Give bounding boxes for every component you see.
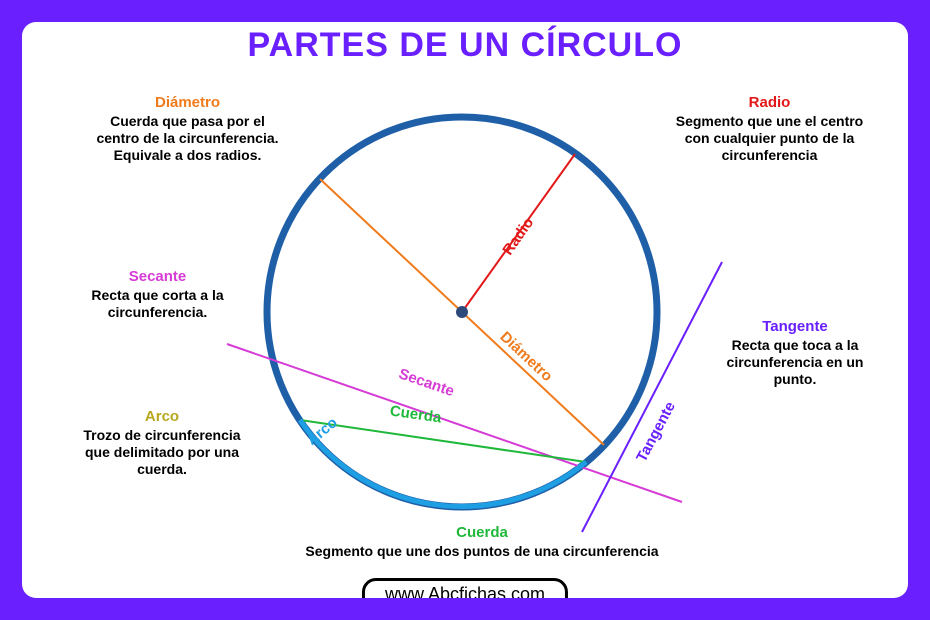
line-secante [227,344,682,502]
def-arco-text: Trozo de circunferencia que delimitado p… [77,427,247,477]
arc-highlight [300,420,586,506]
label-tangente: Tangente [633,399,679,465]
site-pill: www.Abcfichas.com [362,578,568,598]
def-secante: Secante Recta que corta a la circunferen… [70,268,245,321]
def-cuerda-text: Segmento que une dos puntos de una circu… [272,543,692,560]
outer-frame: PARTES DE UN CÍRCULO Radio Diámetro Seca… [0,0,930,620]
def-cuerda-title: Cuerda [272,524,692,541]
def-radio-title: Radio [672,94,867,111]
def-arco-title: Arco [77,408,247,425]
def-diametro-text: Cuerda que pasa por el centro de la circ… [90,113,285,163]
def-secante-title: Secante [70,268,245,285]
def-cuerda: Cuerda Segmento que une dos puntos de un… [272,524,692,560]
def-diametro: Diámetro Cuerda que pasa por el centro d… [90,94,285,163]
def-radio: Radio Segmento que une el centro con cua… [672,94,867,163]
def-diametro-title: Diámetro [90,94,285,111]
def-tangente-title: Tangente [705,318,885,335]
center-dot [456,306,468,318]
label-radio: Radio [499,214,537,258]
line-cuerda [300,420,586,462]
def-arco: Arco Trozo de circunferencia que delimit… [77,408,247,477]
def-radio-text: Segmento que une el centro con cualquier… [672,113,867,163]
def-tangente-text: Recta que toca a la circunferencia en un… [705,337,885,387]
def-secante-text: Recta que corta a la circunferencia. [70,287,245,321]
card: PARTES DE UN CÍRCULO Radio Diámetro Seca… [22,22,908,598]
def-tangente: Tangente Recta que toca a la circunferen… [705,318,885,387]
label-diametro: Diámetro [496,328,555,385]
label-secante: Secante [396,365,456,400]
label-cuerda: Cuerda [389,403,443,427]
